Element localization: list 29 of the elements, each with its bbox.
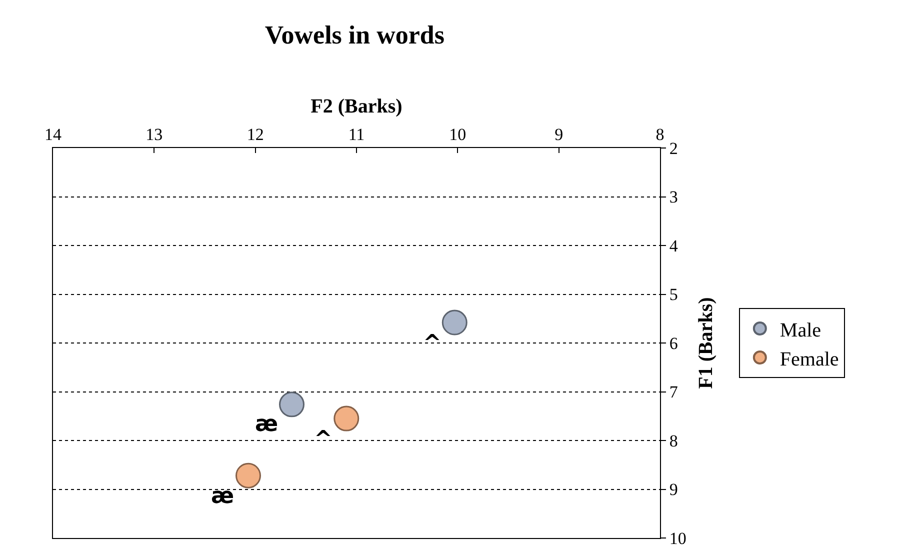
x-tick-label: 11	[348, 125, 365, 144]
y-axis-title: F1 (Barks)	[694, 297, 717, 389]
x-tick-label: 12	[246, 125, 264, 144]
x-tick-label: 8	[656, 125, 664, 144]
x-tick-label: 9	[554, 125, 564, 144]
x-axis-title: F2 (Barks)	[310, 96, 402, 118]
point	[442, 310, 468, 336]
y-tick-label: 7	[669, 382, 678, 402]
point	[236, 462, 261, 488]
x-tick-label: 13	[146, 125, 163, 144]
chart-title: Vowels in words	[264, 20, 445, 50]
y-tick-label: 5	[669, 285, 678, 304]
x-tick-label: 10	[449, 125, 466, 144]
legend-label: Female	[780, 348, 839, 370]
legend-label: Male	[780, 319, 822, 342]
point	[334, 406, 360, 432]
annotation: æ	[255, 412, 278, 437]
y-tick-label: 8	[669, 431, 678, 450]
annotation: æ	[211, 484, 234, 509]
y-tick-label: 6	[669, 334, 678, 353]
y-tick-label: 10	[669, 528, 686, 548]
annotation: ^	[314, 427, 332, 452]
y-tick-label: 2	[669, 138, 678, 158]
y-tick-label: 4	[669, 236, 678, 256]
y-tick-label: 3	[669, 188, 678, 207]
x-tick-label: 14	[44, 125, 62, 144]
annotation: ^	[423, 331, 442, 356]
point	[279, 392, 304, 418]
y-tick-label: 9	[669, 480, 678, 500]
